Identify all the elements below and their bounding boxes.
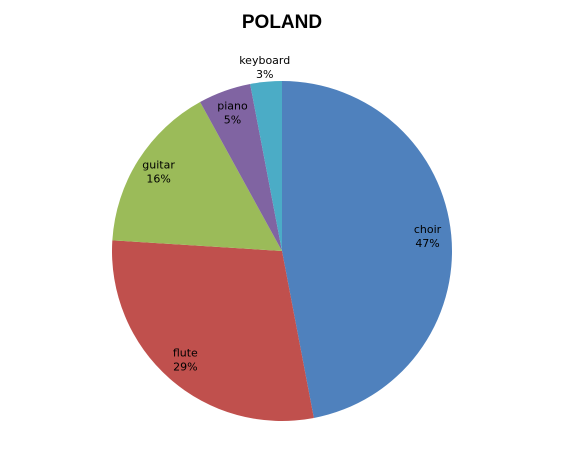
slice-label: flute [173,347,198,360]
value-label: 3% [256,68,273,81]
value-label: 29% [173,361,197,374]
pie-slice [250,81,282,251]
slice-label: keyboard [239,54,290,67]
value-label: 5% [224,113,241,126]
pie-slice [112,102,283,251]
pie-slice [111,240,314,421]
slice-label: choir [414,223,442,236]
pie-slice [200,84,282,251]
slice-label: guitar [142,159,175,172]
chart-title: POLAND [242,12,322,33]
value-label: 47% [415,237,439,250]
pie-slice [282,81,453,418]
value-label: 16% [146,173,170,186]
slice-label: piano [217,99,248,112]
